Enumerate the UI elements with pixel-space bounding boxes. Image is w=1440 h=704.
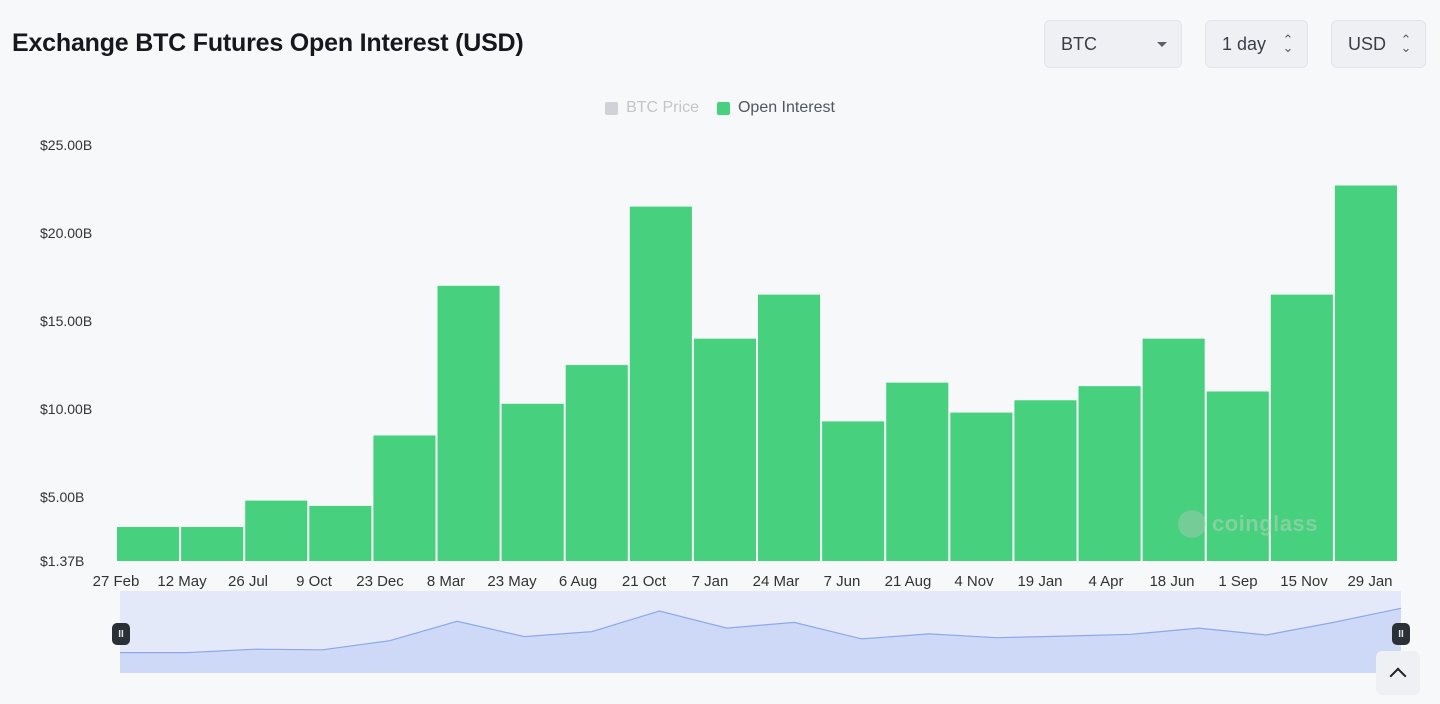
watermark-text: coinglass — [1212, 511, 1318, 536]
open-interest-bar[interactable] — [1078, 386, 1141, 561]
open-interest-bar[interactable] — [565, 365, 628, 561]
open-interest-bar[interactable] — [1334, 185, 1397, 561]
open-interest-bar[interactable] — [1206, 391, 1269, 561]
symbol-select[interactable]: BTC — [1044, 20, 1182, 68]
y-axis: $25.00B $20.00B $15.00B $10.00B $5.00B $1.37B — [40, 137, 92, 569]
legend-btc-price[interactable]: BTC Price — [605, 99, 699, 117]
chart-legend: BTC Price Open Interest — [0, 99, 1440, 117]
legend-label: BTC Price — [626, 99, 699, 116]
legend-swatch-icon — [716, 101, 730, 115]
x-tick-label: 21 Oct — [622, 573, 667, 590]
open-interest-bar[interactable] — [437, 285, 500, 561]
x-tick-label: 29 Jan — [1347, 573, 1392, 590]
x-tick-label: 4 Apr — [1088, 573, 1123, 590]
open-interest-bar[interactable] — [886, 382, 949, 561]
open-interest-bar[interactable] — [950, 412, 1013, 561]
caret-down-icon — [1155, 41, 1169, 47]
y-tick-label: $15.00B — [40, 313, 92, 329]
legend-swatch-icon — [605, 101, 619, 115]
x-tick-label: 1 Sep — [1218, 573, 1257, 590]
x-tick-label: 15 Nov — [1280, 573, 1328, 590]
y-tick-label: $1.37B — [40, 553, 84, 569]
range-navigator[interactable] — [120, 591, 1402, 673]
x-tick-label: 23 May — [487, 573, 537, 590]
x-tick-label: 18 Jun — [1149, 573, 1194, 590]
up-down-chevron-icon: ⌃ ⌄ — [1282, 32, 1294, 55]
navigator-line — [120, 607, 1402, 654]
open-interest-bar[interactable] — [309, 505, 372, 561]
y-tick-label: $25.00B — [40, 137, 92, 153]
interval-select[interactable]: 1 day ⌃ ⌄ — [1205, 20, 1308, 68]
y-tick-label: $20.00B — [40, 225, 92, 241]
x-tick-label: 9 Oct — [296, 573, 333, 590]
open-interest-bar[interactable] — [693, 338, 756, 561]
navigator-left-handle[interactable]: II — [112, 623, 130, 645]
open-interest-bar[interactable] — [822, 421, 885, 561]
x-tick-label: 8 Mar — [427, 573, 465, 590]
coinglass-watermark: coinglass — [1178, 510, 1318, 538]
page-title: Exchange BTC Futures Open Interest (USD) — [12, 29, 524, 57]
x-tick-label: 12 May — [157, 573, 207, 590]
x-axis: 27 Feb 12 May 26 Jul 9 Oct 23 Dec 8 Mar 23 May… — [93, 573, 1393, 590]
open-interest-bar[interactable] — [245, 500, 308, 561]
x-tick-label: 19 Jan — [1017, 573, 1062, 590]
x-tick-label: 26 Jul — [228, 573, 268, 590]
open-interest-bar[interactable] — [501, 403, 564, 561]
coinglass-logo-icon — [1178, 510, 1206, 538]
legend-open-interest[interactable]: Open Interest — [716, 99, 835, 117]
chevron-up-icon — [1389, 667, 1407, 685]
x-tick-label: 23 Dec — [356, 573, 404, 590]
x-tick-label: 6 Aug — [559, 573, 597, 590]
open-interest-bar[interactable] — [1142, 338, 1205, 561]
open-interest-bars — [117, 185, 1397, 562]
x-tick-label: 24 Mar — [753, 573, 800, 590]
x-tick-label: 21 Aug — [885, 573, 932, 590]
open-interest-bar[interactable] — [1270, 294, 1333, 561]
navigator-series — [120, 607, 1402, 673]
open-interest-bar[interactable] — [373, 435, 436, 561]
up-down-chevron-icon: ⌃ ⌄ — [1400, 32, 1412, 55]
open-interest-bar[interactable] — [181, 527, 244, 561]
y-tick-label: $10.00B — [40, 401, 92, 417]
x-tick-label: 7 Jun — [824, 573, 861, 590]
currency-select[interactable]: USD ⌃ ⌄ — [1331, 20, 1426, 68]
legend-label: Open Interest — [737, 99, 835, 116]
symbol-select-value: BTC — [1061, 33, 1097, 54]
scroll-to-top-button[interactable] — [1376, 651, 1420, 695]
open-interest-bar[interactable] — [758, 294, 821, 561]
x-tick-label: 27 Feb — [93, 573, 140, 590]
x-tick-label: 7 Jan — [692, 573, 729, 590]
open-interest-bar[interactable] — [629, 206, 692, 562]
currency-select-value: USD — [1348, 33, 1387, 54]
interval-select-value: 1 day — [1222, 33, 1267, 54]
open-interest-bar[interactable] — [1014, 400, 1077, 561]
open-interest-bar[interactable] — [117, 527, 180, 561]
y-tick-label: $5.00B — [40, 489, 84, 505]
navigator-area — [120, 608, 1401, 673]
navigator-right-handle[interactable]: II — [1392, 623, 1410, 645]
x-tick-label: 4 Nov — [954, 573, 994, 590]
